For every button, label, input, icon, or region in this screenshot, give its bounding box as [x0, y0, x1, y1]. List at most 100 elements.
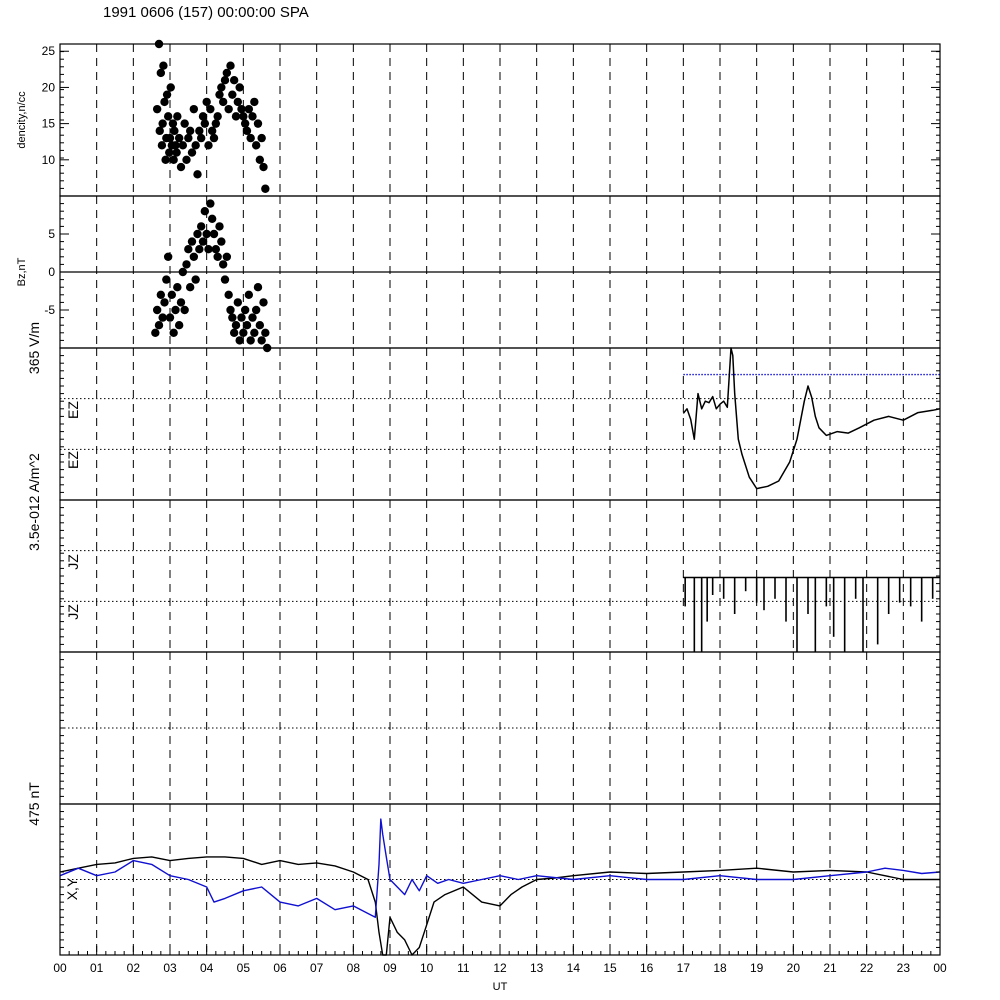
y-tick-label: 15: [42, 117, 56, 131]
x-tick-label: 03: [163, 961, 177, 975]
bz-point: [242, 321, 252, 330]
x-tick-label: 06: [273, 961, 287, 975]
density-point: [239, 112, 248, 121]
bz-point: [171, 305, 180, 315]
density-point: [246, 133, 255, 143]
bz-point: [226, 305, 235, 315]
bz-point: [220, 275, 230, 284]
bz-point: [196, 222, 206, 231]
frames-layer: [59, 43, 941, 956]
bz-point: [235, 336, 244, 345]
ez-series-line: [682, 347, 941, 490]
jz-scale-label: 3.5e-012 A/m^2: [26, 453, 42, 551]
bz-point: [231, 321, 241, 330]
bz-point: [173, 283, 182, 292]
density-point: [237, 104, 246, 114]
density-point: [180, 119, 189, 128]
density-point: [162, 90, 172, 99]
bz-point: [239, 328, 248, 337]
bz-point: [204, 245, 213, 254]
density-point: [200, 119, 210, 128]
x-tick-label: 00: [53, 961, 67, 975]
x-tick-label: 23: [897, 961, 911, 975]
bz-point: [209, 229, 219, 239]
density-point: [160, 97, 169, 107]
x-tick-label: 21: [823, 961, 837, 975]
xy-blue-series-line: [59, 818, 941, 918]
density-point: [209, 133, 219, 143]
bz-point: [257, 336, 266, 345]
bz-point: [222, 252, 232, 261]
density-point: [257, 133, 266, 143]
x-tick-label: 00: [933, 961, 947, 975]
xy-label: X,Y: [64, 877, 80, 900]
marks-layer: [59, 39, 941, 956]
jz-label-bottom: JZ: [65, 604, 81, 620]
density-point: [182, 155, 191, 165]
density-point: [169, 155, 178, 165]
density-point: [224, 104, 233, 114]
x-tick-label: 14: [567, 961, 581, 975]
density-point: [211, 119, 221, 128]
bz-point: [193, 229, 202, 239]
density-point: [240, 119, 250, 128]
density-point: [222, 68, 232, 78]
ez-scale-label: 365 V/m: [26, 322, 42, 374]
bz-point: [187, 237, 197, 246]
bz-point: [255, 321, 265, 330]
density-point: [229, 75, 239, 85]
bz-point: [253, 283, 263, 292]
density-point: [217, 83, 226, 92]
bz-point: [248, 313, 257, 322]
density-point: [159, 61, 168, 70]
density-point: [218, 97, 228, 107]
x-tick-label: 20: [787, 961, 801, 975]
x-tick-label: 13: [530, 961, 544, 975]
x-tick-label: 08: [347, 961, 361, 975]
xy-black-series-line: [59, 856, 940, 956]
bz-point: [167, 290, 177, 299]
bz-point: [237, 313, 246, 322]
bz-point: [195, 245, 204, 254]
bz-point: [154, 321, 164, 330]
x-tick-label: 12: [493, 961, 507, 975]
ez-label-bottom: EZ: [65, 451, 81, 469]
bz-point: [251, 305, 261, 315]
density-point: [165, 148, 174, 157]
bz-axis-label: Bz,nT: [16, 257, 28, 286]
density-point: [255, 155, 265, 165]
x-tick-label: 04: [200, 961, 214, 975]
bz-point: [261, 328, 270, 337]
xy-scale-label: 475 nT: [26, 782, 42, 826]
density-point: [163, 112, 173, 121]
chart-title: 1991 0606 (157) 00:00:00 SPA: [103, 4, 309, 21]
density-point: [165, 133, 175, 143]
bz-point: [244, 290, 254, 299]
bz-point: [165, 313, 175, 322]
bz-point: [151, 328, 160, 337]
x-tick-label: 02: [127, 961, 141, 975]
bz-point: [180, 305, 189, 315]
bz-point: [228, 313, 237, 322]
x-tick-label: 15: [603, 961, 617, 975]
density-point: [253, 119, 263, 128]
density-point: [166, 83, 175, 92]
density-point: [168, 119, 178, 128]
density-point: [261, 184, 270, 193]
bz-point: [246, 336, 255, 345]
density-point: [158, 119, 167, 128]
bz-point: [160, 298, 169, 307]
x-tick-label: 19: [750, 961, 764, 975]
density-point: [233, 97, 243, 107]
x-tick-label: 11: [457, 961, 470, 975]
density-point: [171, 141, 180, 150]
density-axis-label: dencity,n/cc: [16, 91, 28, 149]
density-point: [202, 97, 211, 107]
bz-point: [200, 207, 210, 216]
density-point: [226, 61, 235, 70]
bz-point: [229, 328, 239, 337]
density-point: [191, 141, 200, 150]
density-point: [195, 126, 204, 136]
